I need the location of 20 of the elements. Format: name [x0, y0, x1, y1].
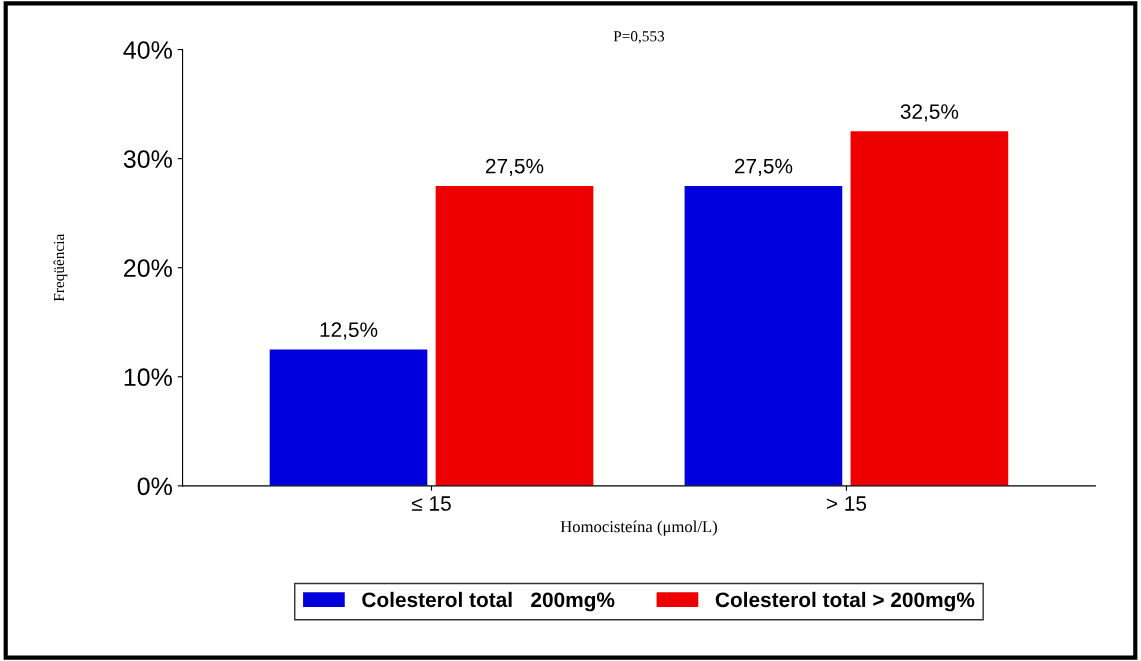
- data-label: 12,5%: [320, 322, 378, 340]
- chart-title: P=0,553: [613, 31, 665, 44]
- bar: [684, 185, 843, 486]
- y-tick-label: 40%: [123, 41, 172, 59]
- x-tick-label: ≤ 15: [411, 496, 451, 511]
- y-tick-label: 20%: [124, 259, 172, 278]
- bar: [269, 349, 428, 486]
- legend-label: Colesterol total 200mg%: [362, 591, 615, 612]
- x-axis-title: Homocisteína (μmol/L): [560, 520, 717, 536]
- data-label: 27,5%: [486, 158, 544, 176]
- bar: [435, 185, 594, 486]
- bar: [850, 131, 1009, 486]
- data-label: 27,5%: [734, 158, 793, 176]
- y-tick-label: 10%: [124, 368, 172, 387]
- y-tick-label: 0%: [137, 477, 172, 496]
- y-tick-label: 30%: [123, 150, 172, 168]
- x-tick-label: > 15: [826, 496, 867, 511]
- legend-label: Colesterol total > 200mg%: [715, 591, 975, 612]
- y-axis-title: Freqüência: [53, 233, 68, 302]
- data-label: 32,5%: [900, 104, 959, 122]
